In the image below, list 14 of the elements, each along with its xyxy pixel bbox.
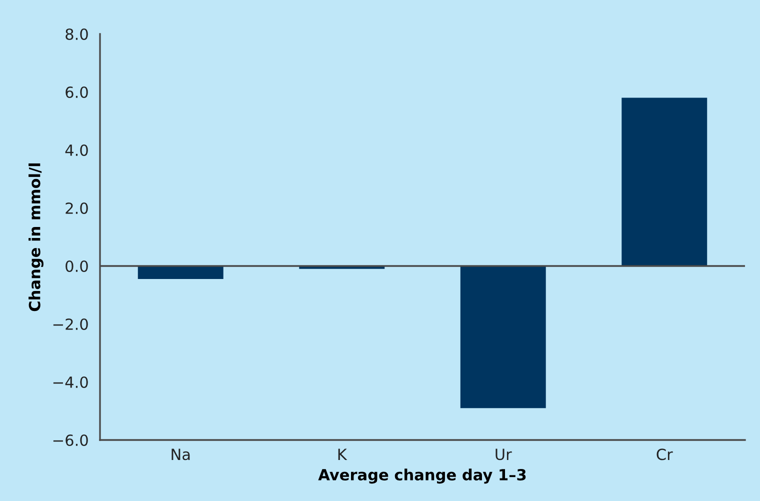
y-tick-label: 2.0 (66, 202, 88, 214)
x-tick-label: Na (172, 448, 190, 460)
y-tick-label: 4.0 (65, 144, 88, 156)
x-tick-label: Ur (496, 448, 512, 460)
x-tick-label: Cr (656, 448, 673, 460)
x-axis-title: Average change day 1–3 (318, 468, 526, 484)
y-tick-label: 8.0 (66, 28, 88, 40)
y-axis-title: Change in mmol/l (28, 163, 44, 312)
y-tick-label: −2.0 (53, 318, 88, 330)
y-tick-label: −4.0 (53, 376, 88, 388)
y-tick-label: 6.0 (66, 86, 88, 98)
y-tick-label: 0.0 (66, 260, 88, 272)
x-tick-label: K (338, 448, 348, 460)
y-tick-label: −6.0 (53, 434, 88, 446)
